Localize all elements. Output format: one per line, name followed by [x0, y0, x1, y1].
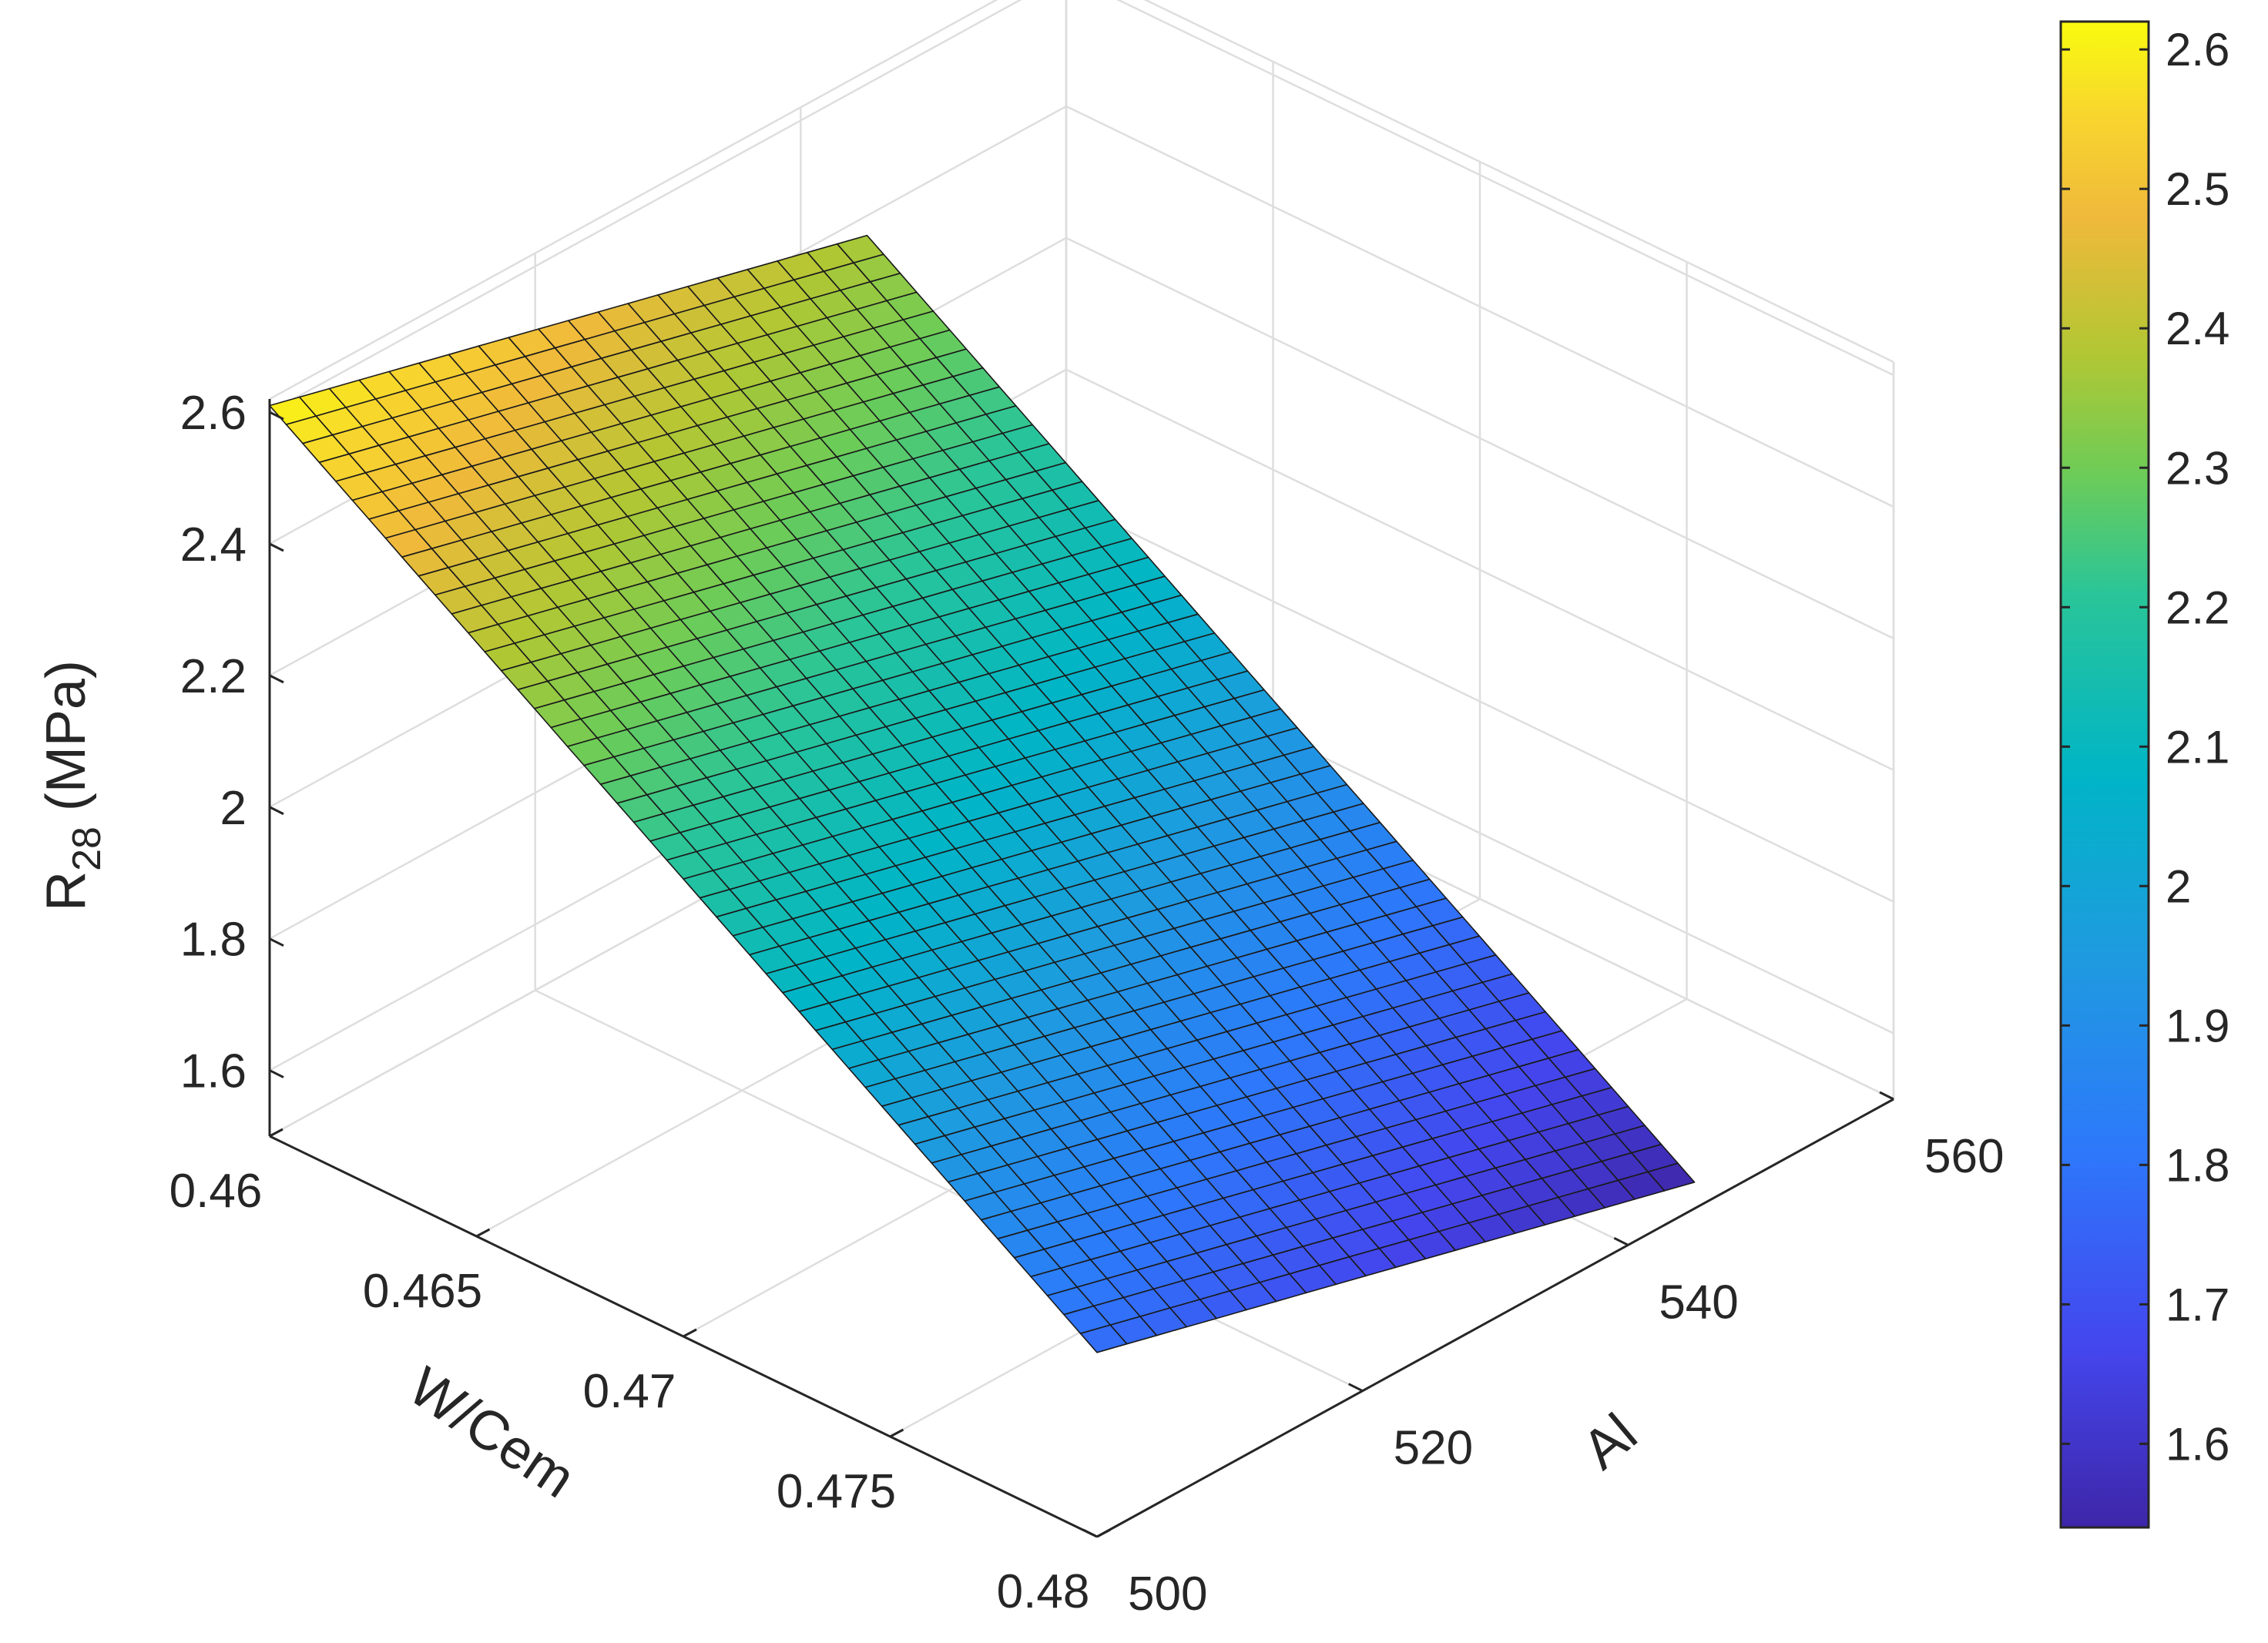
colorbar-tick-label: 2 — [2166, 860, 2191, 912]
y-tick-label: 520 — [1394, 1422, 1473, 1475]
z-tick-label: 1.8 — [180, 914, 247, 967]
z-tick-label: 2.2 — [180, 650, 247, 703]
z-tick-mark — [269, 806, 284, 816]
z-axis-label: R28 (MPa) — [35, 660, 109, 911]
y-tick-label: 500 — [1128, 1568, 1207, 1621]
grid-line-floor-y — [535, 989, 1364, 1392]
x-tick-label: 0.47 — [583, 1365, 676, 1418]
colorbar-tick-label: 2.5 — [2166, 163, 2229, 215]
x-tick-mark — [683, 1328, 697, 1338]
y-tick-mark — [1613, 1236, 1629, 1246]
x-tick-label: 0.475 — [777, 1465, 896, 1518]
y-tick-label: 540 — [1659, 1276, 1738, 1329]
colorbar-tick-label: 2.3 — [2166, 442, 2229, 494]
z-tick-label: 2 — [220, 782, 247, 835]
y-axis-ticks: 500 520 540 560 — [1082, 1091, 2004, 1621]
z-tick-mark — [269, 542, 284, 552]
colorbar-tick-label: 2.4 — [2166, 303, 2229, 354]
colorbar-ticks: 1.6 1.7 1.8 1.9 2 2.1 2.2 2.3 2.4 2.5 2.6 — [2061, 24, 2229, 1470]
x-tick-label: 0.46 — [169, 1165, 263, 1218]
x-tick-mark — [889, 1428, 904, 1438]
colorbar-tick-label: 2.2 — [2166, 582, 2229, 633]
surface-mesh — [269, 234, 1696, 1353]
y-axis-line — [1096, 1098, 1894, 1538]
y-tick-mark — [1347, 1383, 1364, 1393]
y-tick-mark — [1879, 1091, 1894, 1101]
z-tick-label: 2.4 — [180, 518, 247, 572]
z-axis-label-main: R — [35, 871, 97, 911]
z-axis-ticks: 1.6 1.8 2 2.2 2.4 2.6 — [180, 387, 284, 1098]
colorbar-tick-label: 1.6 — [2166, 1418, 2229, 1470]
x-tick-label: 0.465 — [363, 1265, 482, 1318]
z-tick-mark — [269, 937, 284, 947]
y-tick-label: 560 — [1924, 1130, 2004, 1183]
x-tick-mark — [475, 1228, 491, 1238]
z-tick-label: 1.6 — [180, 1045, 247, 1098]
colorbar-tick-label: 1.9 — [2166, 1000, 2229, 1051]
grid-line-back-left — [269, 0, 1022, 414]
x-tick-mark — [1096, 1528, 1111, 1538]
box-edge — [269, 0, 998, 401]
colorbar-tick-label: 1.8 — [2166, 1139, 2229, 1191]
z-axis-label-unit: (MPa) — [35, 660, 97, 827]
z-tick-mark — [269, 674, 284, 684]
x-axis-ticks: 0.46 0.465 0.47 0.475 0.48 — [169, 1128, 1111, 1618]
colorbar — [2059, 20, 2150, 1529]
colorbar-tick-label: 2.1 — [2166, 721, 2229, 773]
box-edge — [1143, 0, 1894, 364]
z-tick-mark — [269, 411, 284, 421]
x-tick-label: 0.48 — [997, 1565, 1090, 1618]
colorbar-tick-label: 1.7 — [2166, 1279, 2229, 1330]
surface-patch — [1647, 1162, 1696, 1192]
z-tick-mark — [269, 1069, 284, 1078]
x-tick-mark — [269, 1128, 284, 1138]
y-tick-mark — [1082, 1528, 1098, 1538]
colorbar-tick-label: 2.6 — [2166, 24, 2229, 75]
z-tick-label: 2.6 — [180, 387, 247, 440]
z-axis-label-subscript: 28 — [65, 827, 109, 871]
